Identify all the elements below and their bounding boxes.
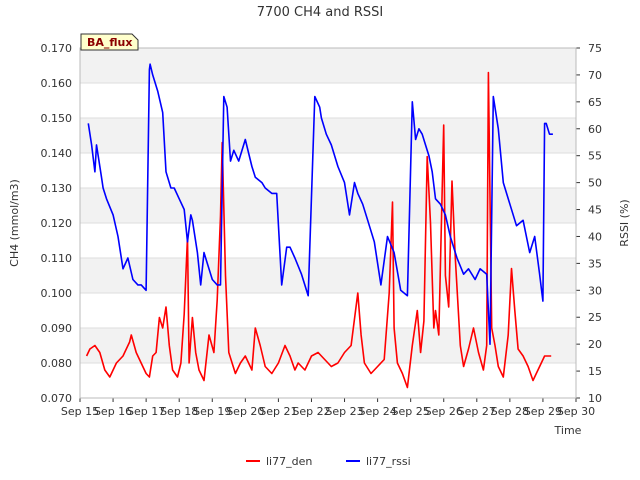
y-tick-label-right: 60 — [588, 123, 602, 136]
x-tick-label: Sep 25 — [392, 405, 430, 418]
y-tick-label-left: 0.070 — [41, 392, 73, 405]
y-tick-label-right: 55 — [588, 150, 602, 163]
x-axis-label: Time — [554, 424, 582, 437]
y-tick-label-left: 0.100 — [41, 287, 73, 300]
legend-label: li77_rssi — [366, 455, 411, 468]
y-tick-label-right: 30 — [588, 284, 602, 297]
legend: li77_den li77_rssi — [246, 455, 411, 468]
y-axis-right-ticks: 10 15 20 25 30 35 40 45 50 55 60 65 70 75 — [576, 42, 602, 405]
badge-shape — [80, 33, 139, 51]
y-tick-label-right: 70 — [588, 69, 602, 82]
x-tick-label: Sep 28 — [491, 405, 529, 418]
x-tick-label: Sep 15 — [61, 405, 99, 418]
x-tick-label: Sep 27 — [458, 405, 496, 418]
x-tick-label: Sep 23 — [325, 405, 363, 418]
series-line-li77-rssi — [87, 63, 553, 346]
y-tick-label-left: 0.170 — [41, 42, 73, 55]
x-tick-label: Sep 29 — [524, 405, 562, 418]
background-bands — [80, 48, 576, 363]
x-tick-label: Sep 30 — [557, 405, 595, 418]
y-tick-label-right: 65 — [588, 96, 602, 109]
background-band — [80, 188, 576, 223]
x-tick-label: Sep 19 — [193, 405, 231, 418]
y-tick-label-right: 20 — [588, 338, 602, 351]
background-band — [80, 118, 576, 153]
y-tick-label-right: 15 — [588, 365, 602, 378]
legend-label: li77_den — [266, 455, 312, 468]
series-lines — [85, 63, 553, 389]
x-tick-label: Sep 24 — [358, 405, 396, 418]
badge-label: BA_flux — [87, 36, 132, 49]
y-tick-label-left: 0.160 — [41, 77, 73, 90]
y-axis-right-label: RSSI (%) — [618, 199, 631, 246]
background-band — [80, 48, 576, 83]
y-tick-label-right: 40 — [588, 230, 602, 243]
y-tick-label-left: 0.140 — [41, 147, 73, 160]
y-tick-label-right: 35 — [588, 257, 602, 270]
y-tick-label-left: 0.130 — [41, 182, 73, 195]
y-tick-label-left: 0.090 — [41, 322, 73, 335]
y-tick-label-left: 0.080 — [41, 357, 73, 370]
y-axis-left-ticks: 0.070 0.080 0.090 0.100 0.110 0.120 0.130 0.140… — [41, 42, 73, 405]
y-axis-left-label: CH4 (mmol/m3) — [8, 179, 21, 267]
y-tick-label-right: 25 — [588, 311, 602, 324]
x-tick-label: Sep 21 — [259, 405, 297, 418]
site-badge: BA_flux — [80, 33, 139, 51]
x-tick-label: Sep 26 — [425, 405, 463, 418]
y-tick-label-right: 50 — [588, 177, 602, 190]
x-tick-label: Sep 17 — [127, 405, 165, 418]
y-tick-label-right: 45 — [588, 204, 602, 217]
y-tick-label-right: 10 — [588, 392, 602, 405]
y-tick-label-right: 75 — [588, 42, 602, 55]
y-tick-label-left: 0.110 — [41, 252, 73, 265]
background-band — [80, 328, 576, 363]
chart-title: 7700 CH4 and RSSI — [257, 5, 383, 20]
x-tick-label: Sep 22 — [292, 405, 330, 418]
background-band — [80, 258, 576, 293]
x-tick-label: Sep 20 — [226, 405, 264, 418]
x-tick-label: Sep 18 — [160, 405, 198, 418]
x-tick-label: Sep 16 — [94, 405, 132, 418]
plot-frame — [79, 47, 577, 399]
y-tick-label-left: 0.120 — [41, 217, 73, 230]
series-line-li77-den — [85, 71, 552, 389]
y-tick-label-left: 0.150 — [41, 112, 73, 125]
